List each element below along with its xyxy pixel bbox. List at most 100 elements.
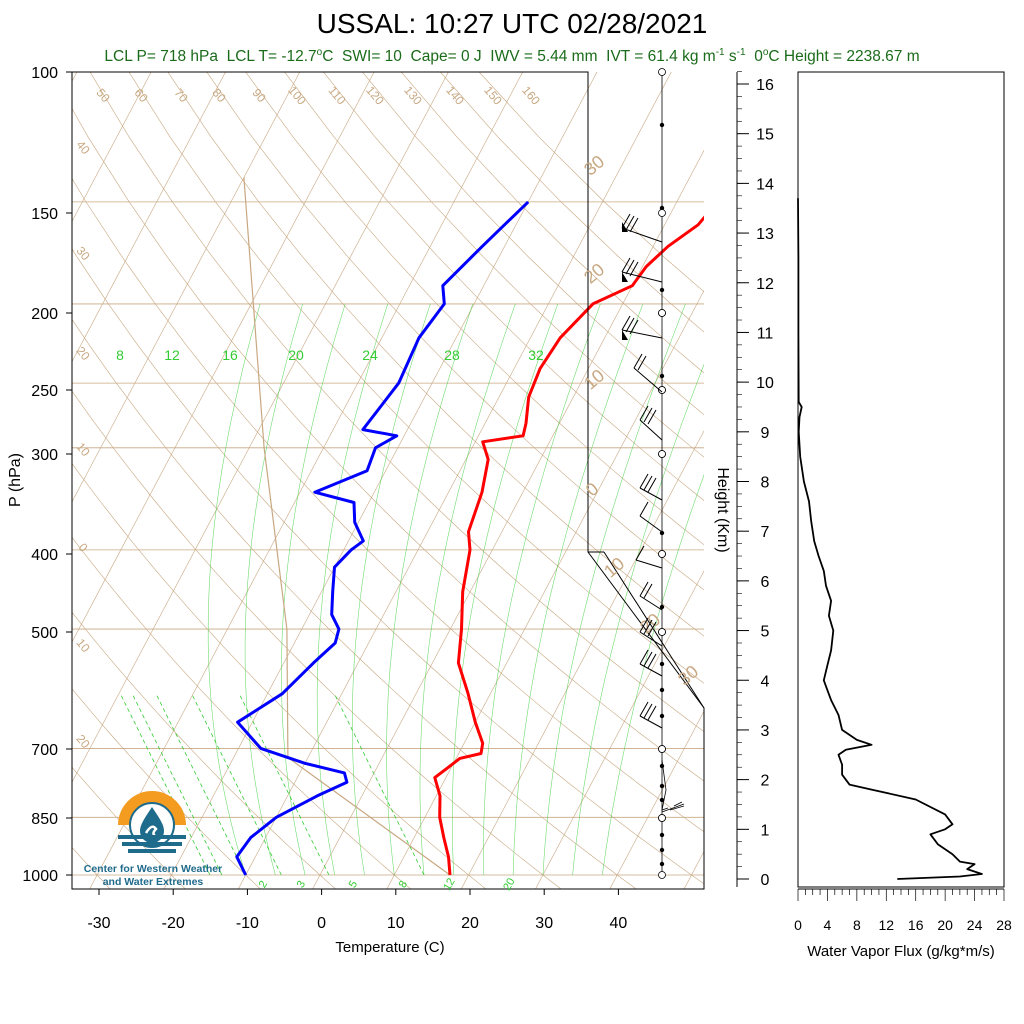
wind-barb-feather <box>639 501 649 517</box>
wind-barb <box>633 367 663 393</box>
chart-title: USSAL: 10:27 UTC 02/28/2021 <box>316 8 708 39</box>
isotherm-line <box>72 72 226 363</box>
mixing-ratio-line <box>238 693 330 876</box>
skewt-frame-outline <box>71 71 705 890</box>
mixing-ratio-bottom-label: 12 <box>441 876 458 893</box>
barb-station-mark <box>659 832 665 838</box>
isotherm-right-label: 30 <box>674 661 702 689</box>
mixing-ratio-line <box>131 693 223 876</box>
moist-adiabat-line <box>419 303 516 876</box>
pressure-tick-label: 200 <box>31 306 58 323</box>
wind-barb <box>621 227 663 243</box>
isotherm-right-label: 20 <box>580 259 608 287</box>
mixing-ratio-line <box>119 693 211 876</box>
skewt-profiles <box>235 177 704 876</box>
barb-station-mark <box>659 373 665 379</box>
wind-barb-feather <box>633 353 643 369</box>
isotherm-line <box>72 72 375 643</box>
lcl-temperature: LCL T= -12.7oC <box>226 47 334 66</box>
wind-barb-feather <box>639 701 649 717</box>
barb-level-circle <box>658 450 666 458</box>
pressure-tick-label: 300 <box>31 447 58 464</box>
dry-adiabat-line <box>89 72 704 732</box>
cape: Cape= 0 J <box>410 48 482 66</box>
wind-barb-feather <box>647 705 657 721</box>
height-tick-label: 15 <box>756 127 774 144</box>
wind-barb <box>639 419 663 441</box>
mixing-ratio-bottom-label: 5 <box>347 879 360 890</box>
wind-barb-pennant <box>622 222 628 232</box>
mixing-ratio-label: 8 <box>116 347 124 363</box>
dry-adiabat-line <box>72 536 412 889</box>
mixing-ratio-label: 24 <box>362 347 378 363</box>
adiabat-top-label: 90 <box>249 86 269 105</box>
dry-adiabat-line <box>72 463 487 889</box>
adiabat-left-label: 10 <box>73 440 93 459</box>
flux-tick-label: 24 <box>967 917 983 933</box>
skewt-frame-diagonal <box>603 551 705 709</box>
wind-barb-feather <box>621 315 631 331</box>
isotherm-line <box>683 850 704 889</box>
isotherm-line <box>757 21 1024 893</box>
adiabat-top-label: 160 <box>519 83 543 108</box>
isotherm-line <box>609 710 704 889</box>
barb-level-circle <box>658 745 666 753</box>
mixing-ratio-bottom-label: 8 <box>397 879 410 890</box>
adiabat-top-label: 110 <box>326 84 349 108</box>
wind-barb-feather <box>635 545 645 561</box>
height-tick-label: 5 <box>761 624 770 641</box>
height-axis-label: Height (Km) <box>714 467 731 552</box>
wind-barb <box>639 595 663 611</box>
wind-barb-feather <box>647 621 657 637</box>
wind-barb-feather <box>647 409 657 425</box>
temperature-tick-label: -20 <box>162 915 185 932</box>
flux-tick-label: 0 <box>794 917 802 933</box>
barb-station-mark <box>659 797 665 803</box>
logo-water-1 <box>118 835 186 839</box>
moist-adiabat-line <box>542 303 686 876</box>
pressure-tick-label: 700 <box>31 742 58 759</box>
isotherm-right-label: 30 <box>580 151 608 179</box>
pressure-tick-label: 150 <box>31 206 58 223</box>
height-tick-label: 8 <box>761 475 770 492</box>
skewt-frame <box>71 71 705 890</box>
lcl-pressure: LCL P= 718 hPa <box>104 48 218 66</box>
barb-station-mark <box>659 783 665 789</box>
dry-adiabat-line <box>128 72 704 684</box>
height-tick-label: 2 <box>761 773 770 790</box>
cw3e-logo: Center for Western Weather and Water Ext… <box>78 783 228 893</box>
temperature-tick-label: -30 <box>87 915 110 932</box>
pressure-tick-label: 250 <box>31 383 58 400</box>
dry-adiabat-line <box>72 177 704 833</box>
barb-station-mark <box>659 861 665 867</box>
logo-text-line1: Center for Western Weather <box>83 863 223 875</box>
wind-barb-feather <box>639 473 649 489</box>
logo-text-line2: and Water Extremes <box>102 876 204 888</box>
barb-level-circle <box>658 628 666 636</box>
dry-adiabat-line <box>284 72 704 501</box>
mixing-ratio-label: 28 <box>444 347 460 363</box>
barb-station-mark <box>659 604 665 610</box>
pressure-tick-label: 1000 <box>22 868 58 885</box>
moist-adiabat-line <box>572 363 704 876</box>
wind-barb-feather <box>639 649 649 665</box>
height-tick-label: 4 <box>761 673 770 690</box>
isotherm-line <box>386 290 704 889</box>
adiabat-top-label: 50 <box>93 86 113 105</box>
wind-barb <box>621 329 663 339</box>
barb-station-mark <box>659 847 665 853</box>
height-tick-label: 6 <box>761 574 770 591</box>
logo-sun-arc <box>118 791 186 825</box>
wind-barb-low-feathers <box>661 801 685 813</box>
moist-adiabat-line <box>452 303 559 876</box>
dry-adiabat-line <box>362 72 704 416</box>
mixing-ratio-label: 32 <box>528 347 544 363</box>
barb-station-mark <box>658 871 666 879</box>
mixing-ratio-line <box>333 693 425 876</box>
temperature-tick-label: 0 <box>317 915 326 932</box>
isotherm-right-label: 10 <box>600 553 628 581</box>
adiabat-top-label: 140 <box>443 83 467 108</box>
pressure-axis-label: P (hPa) <box>7 453 24 507</box>
flux-tick-label: 28 <box>996 917 1012 933</box>
